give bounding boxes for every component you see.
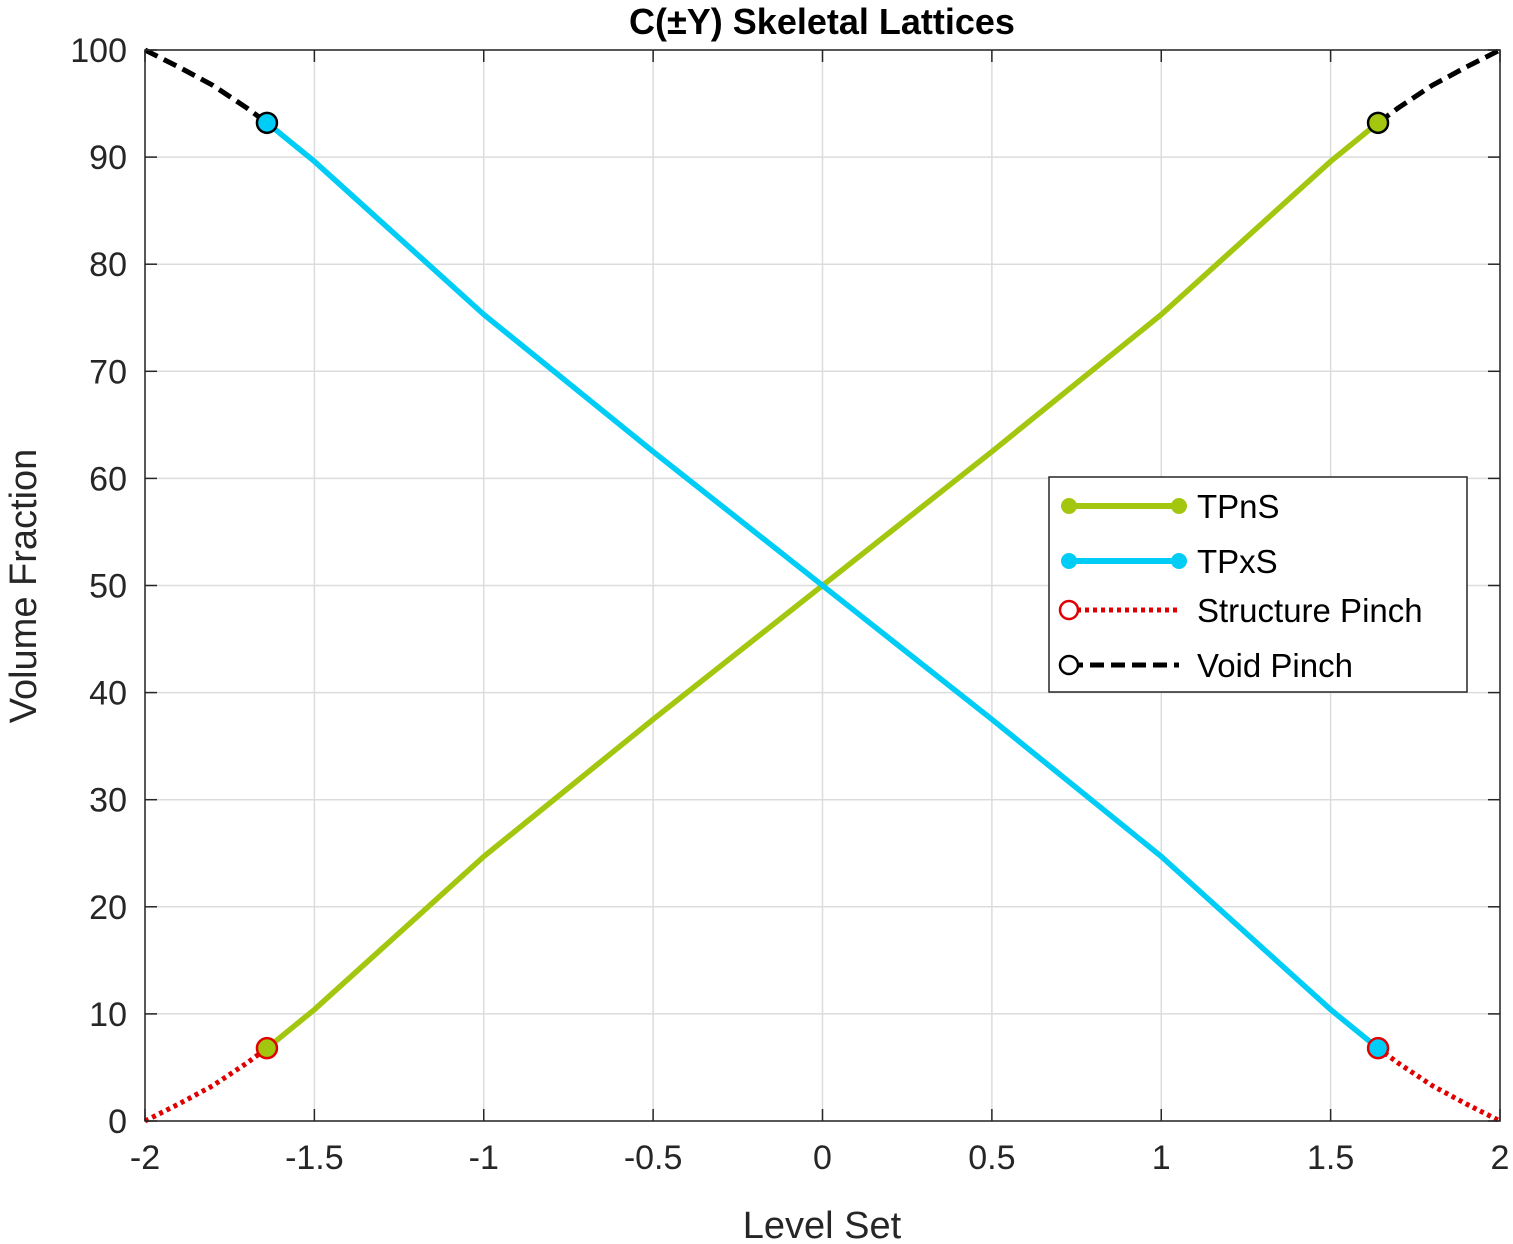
y-tick-label: 20: [89, 889, 127, 927]
y-tick-label: 70: [89, 353, 127, 391]
y-tick-label: 90: [89, 139, 127, 177]
series-layer: [143, 47, 1502, 1124]
legend-marker-tpxs-end: [1171, 553, 1187, 569]
x-tick-label: -0.5: [624, 1139, 683, 1177]
pinch-point-marker: [255, 1036, 279, 1060]
legend: TPnS TPxS Structure Pinch Void Pinch: [1048, 476, 1468, 693]
legend-label-tpns: TPnS: [1197, 488, 1280, 525]
legend-box: [1048, 476, 1468, 693]
series-line-void-pinch: [143, 47, 269, 125]
y-tick-label: 100: [70, 32, 127, 70]
y-tick-label: 30: [89, 782, 127, 820]
y-tick-label: 10: [89, 996, 127, 1034]
x-tick-label: 1.5: [1307, 1139, 1354, 1177]
legend-marker-tpxs: [1061, 553, 1077, 569]
pinch-point-marker: [255, 111, 279, 135]
x-axis-label: Level Set: [743, 1205, 902, 1244]
x-tick-label: 0.5: [968, 1139, 1015, 1177]
legend-marker-tpns-end: [1171, 498, 1187, 514]
legend-label-tpxs: TPxS: [1197, 543, 1278, 580]
x-tick-label: 2: [1491, 1139, 1510, 1177]
x-tick-label: 1: [1152, 1139, 1171, 1177]
y-tick-label: 60: [89, 460, 127, 498]
pinch-point-marker: [1366, 1036, 1390, 1060]
y-axis-ticks: 0 10 20 30 40 50 60 70 80 90 100: [70, 32, 1500, 1141]
legend-marker-tpns: [1061, 498, 1077, 514]
legend-marker-structure-pinch: [1058, 599, 1080, 621]
y-tick-label: 40: [89, 675, 127, 713]
y-tick-label: 50: [89, 568, 127, 606]
pinch-point-marker: [1366, 111, 1390, 135]
legend-label-structure-pinch: Structure Pinch: [1197, 592, 1423, 629]
x-tick-label: -1.5: [285, 1139, 344, 1177]
y-tick-label: 80: [89, 246, 127, 284]
y-tick-label: 0: [108, 1103, 127, 1141]
series-line-tpxs: [265, 120, 1380, 1051]
y-axis-label: Volume Fraction: [3, 449, 45, 724]
x-tick-label: 0: [813, 1139, 832, 1177]
legend-marker-void-pinch: [1058, 654, 1080, 676]
x-tick-label: -2: [130, 1139, 160, 1177]
chart-title: C(±Y) Skeletal Lattices: [629, 1, 1015, 42]
series-line-structure-pinch: [143, 1046, 269, 1124]
x-axis-ticks: -2 -1.5 -1 -0.5 0 0.5 1 1.5 2: [130, 50, 1510, 1177]
series-line-void-pinch: [1376, 47, 1502, 125]
series-line-structure-pinch: [1376, 1046, 1502, 1124]
x-tick-label: -1: [469, 1139, 499, 1177]
legend-label-void-pinch: Void Pinch: [1197, 647, 1353, 684]
